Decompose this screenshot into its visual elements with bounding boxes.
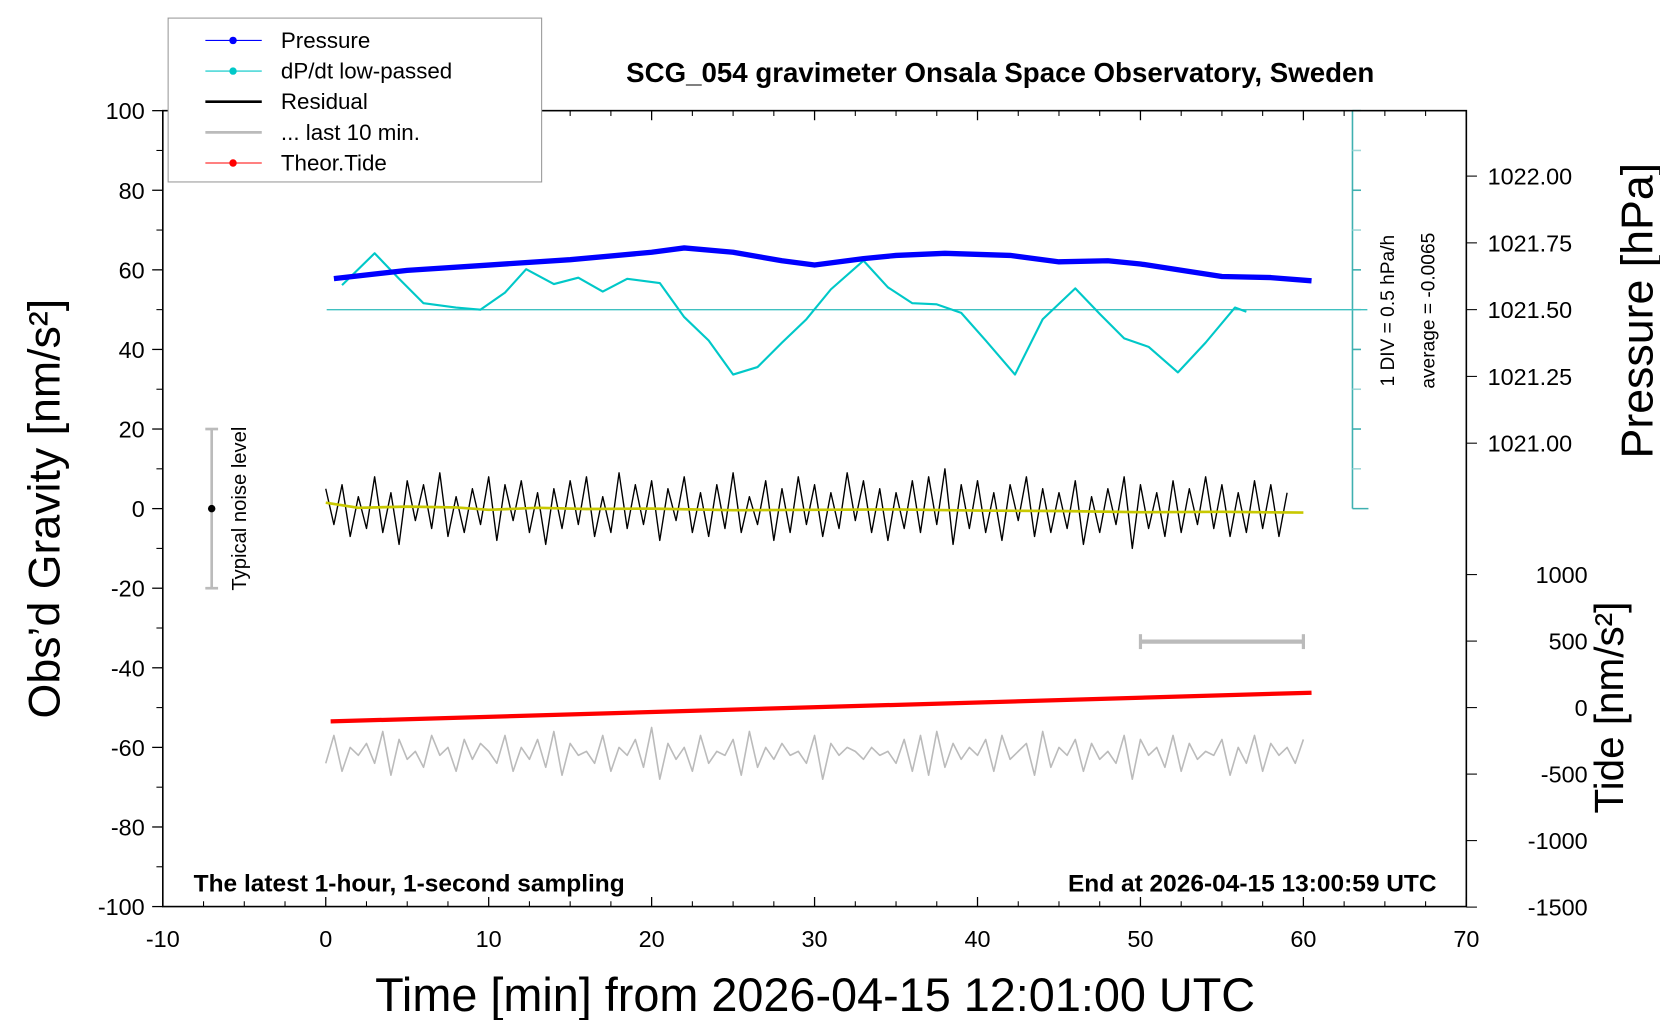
x-tick-label: 10: [476, 926, 502, 952]
footer-left: The latest 1-hour, 1-second sampling: [194, 871, 625, 898]
legend-marker: [229, 36, 237, 45]
y-tick-label: -80: [111, 814, 145, 840]
tide-tick-label: 500: [1549, 629, 1588, 655]
x-tick-label: -10: [146, 926, 180, 952]
y-tick-label: -40: [111, 655, 145, 681]
y-tick-label: 40: [119, 337, 145, 363]
dpdt-average-label: average = -0.0065: [1418, 233, 1439, 389]
y-tick-label: 80: [119, 178, 145, 204]
theor-tide-line: [330, 690, 1312, 724]
tide-tick-label: -500: [1541, 762, 1588, 788]
pressure-tick-label: 1022.00: [1488, 164, 1573, 190]
legend-label: dP/dt low-passed: [281, 59, 452, 84]
y-tick-label: 0: [132, 496, 145, 522]
y-tick-label: 20: [119, 417, 145, 443]
legend-label: Pressure: [281, 28, 370, 53]
pressure-tick-label: 1021.50: [1488, 297, 1573, 323]
legend-marker: [229, 67, 237, 75]
pressure-tick-label: 1021.75: [1488, 230, 1573, 256]
last-10-min-line: [324, 726, 1305, 781]
tide-tick-label: -1000: [1528, 828, 1588, 854]
pressure-line: [333, 245, 1312, 284]
x-tick-label: 70: [1453, 926, 1479, 952]
noise-center-dot: [207, 504, 216, 513]
residual-line: [325, 468, 1288, 550]
y-tick-label: -20: [111, 576, 145, 602]
legend-label: Theor.Tide: [281, 150, 387, 175]
chart-marks: [205, 109, 1369, 781]
tide-axis-label: Tide [nm/s²]: [1586, 602, 1632, 814]
footer-right: End at 2026-04-15 13:00:59 UTC: [1068, 871, 1437, 898]
legend: Pressure dP/dt low-passed Residual ... last…: [167, 17, 543, 183]
dpdt-line: [341, 252, 1247, 376]
legend-marker: [229, 159, 237, 167]
legend-label: Residual: [281, 89, 368, 114]
x-tick-label: 20: [639, 926, 665, 952]
pressure-axis-label: Pressure [hPa]: [1614, 163, 1660, 459]
legend-box: [167, 17, 543, 183]
axes: -10 0 10 20 30 40 50 60 70100806040200-20-40-60-…: [98, 98, 1588, 952]
tide-tick-label: 0: [1575, 695, 1588, 721]
residual-smoothed-line: [325, 501, 1304, 514]
x-tick-label: 60: [1290, 926, 1316, 952]
y-tick-label: 100: [106, 98, 145, 124]
y-tick-label: -60: [111, 735, 145, 761]
tide-tick-label: 1000: [1536, 562, 1588, 588]
pressure-tick-label: 1021.25: [1488, 364, 1573, 390]
chart-title: SCG_054 gravimeter Onsala Space Observat…: [626, 57, 1374, 88]
x-tick-label: 50: [1127, 926, 1153, 952]
y-tick-label: 60: [119, 257, 145, 283]
x-tick-label: 30: [802, 926, 828, 952]
x-tick-label: 0: [319, 926, 332, 952]
dpdt-div-label: 1 DIV = 0.5 hPa/h: [1378, 235, 1399, 387]
x-axis-label: Time [min] from 2026-04-15 12:01:00 UTC: [375, 969, 1255, 1020]
tide-tick-label: -1500: [1528, 895, 1588, 921]
pressure-tick-label: 1021.00: [1488, 431, 1573, 457]
y-axis-label: Obs’d Gravity [nm/s²]: [21, 299, 70, 719]
y-tick-label: -100: [98, 894, 145, 920]
x-tick-label: 40: [964, 926, 990, 952]
noise-level-label: Typical noise level: [229, 427, 251, 591]
legend-label: ... last 10 min.: [281, 120, 420, 145]
